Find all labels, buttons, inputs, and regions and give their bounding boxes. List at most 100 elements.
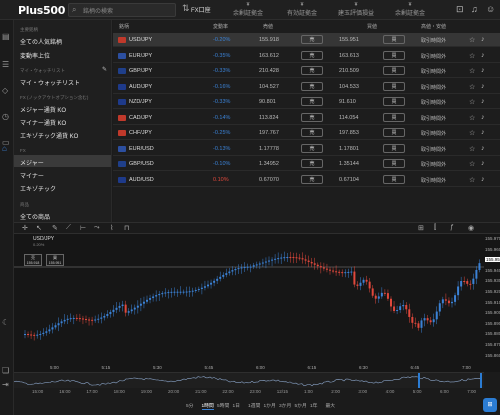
period-option[interactable]: 5時間 [217, 404, 230, 409]
period-option[interactable]: 1日 [232, 404, 240, 409]
buy-button[interactable]: 買 [383, 66, 405, 75]
crosshair-icon[interactable]: ✛ [22, 225, 28, 232]
layout-icon[interactable]: ⊞ [418, 225, 424, 232]
cursor-icon[interactable]: ↖ [36, 225, 42, 232]
bell-icon[interactable]: ♪ [481, 51, 485, 59]
star-icon[interactable]: ☆ [469, 161, 476, 168]
buy-button[interactable]: 買 [383, 35, 405, 44]
sidebar-item-all-popular[interactable]: 全ての人気銘柄 [20, 40, 63, 46]
sort-icon[interactable]: ⇅ [182, 3, 190, 13]
table-row[interactable]: AUD/JPY -0.16% 104.527 売 104.533 買 取引時間外 ☆ ♪ [113, 80, 500, 94]
buy-button[interactable]: 買 [383, 112, 405, 122]
clock-icon[interactable]: ◷ [2, 112, 9, 121]
price-chart[interactable] [14, 234, 484, 364]
bell-icon[interactable]: ♪ [481, 98, 485, 105]
buy-button[interactable]: 買 [383, 81, 405, 91]
chart-sell-box[interactable]: 売 155.918 [24, 254, 42, 266]
period-option[interactable]: 1時間 [201, 404, 214, 410]
star-icon[interactable]: ☆ [469, 145, 476, 153]
star-icon[interactable]: ☆ [469, 37, 476, 44]
logout-icon[interactable]: ⇥ [2, 380, 9, 389]
bell-icon[interactable]: ♪ [481, 36, 485, 43]
candles-icon[interactable]: ⫿ [434, 224, 437, 231]
table-row[interactable]: AUD/USD 0.10% 0.67070 売 0.67104 買 取引時間外 ☆ ♪ [113, 173, 500, 187]
pencil-icon[interactable]: ✎ [52, 225, 58, 232]
sell-button[interactable]: 売 [301, 128, 323, 137]
list-icon[interactable]: ☰ [2, 60, 10, 69]
buy-button[interactable]: 買 [383, 174, 405, 184]
star-icon[interactable]: ☆ [469, 176, 476, 184]
table-row[interactable]: USD/JPY -0.20% 155.918 売 155.951 買 取引時間外 ☆ ♪ [113, 33, 500, 47]
table-row[interactable]: GBP/USD -0.10% 1.34952 売 1.35144 買 取引時間外 ☆ ♪ [113, 157, 500, 171]
sell-button[interactable]: 売 [301, 66, 323, 75]
table-row[interactable]: EUR/JPY -0.35% 163.612 売 163.613 買 取引時間外 ☆ ♪ [113, 49, 500, 63]
chat-icon[interactable]: ⊞ [483, 398, 497, 412]
bell-icon[interactable]: ♪ [481, 67, 485, 74]
ruler-icon[interactable]: ⊢ [80, 225, 87, 232]
bell-icon[interactable]: ♫ [471, 4, 478, 14]
sidebar-item-top-movers[interactable]: 変動率上位 [20, 54, 51, 60]
tag-icon[interactable]: ◇ [2, 86, 9, 95]
trend-icon[interactable]: ⤳ [94, 224, 100, 231]
star-icon[interactable]: ☆ [469, 52, 476, 60]
table-row[interactable]: CAD/JPY -0.14% 113.824 売 114.054 買 取引時間外 ☆ ♪ [113, 111, 500, 125]
star-icon[interactable]: ☆ [469, 130, 476, 137]
buy-button[interactable]: 買 [383, 50, 405, 60]
bell-icon[interactable]: ♪ [481, 144, 485, 152]
text-tool-icon[interactable]: ⊓ [124, 225, 130, 232]
fib-icon[interactable]: ⌇ [110, 225, 114, 232]
markets-icon[interactable]: ⌂ [2, 144, 7, 153]
line-tool-icon[interactable]: ⟋ [66, 224, 71, 231]
sidebar-item-all-products[interactable]: 全ての商品 [20, 215, 51, 221]
sell-button[interactable]: 売 [301, 112, 323, 122]
search-input[interactable]: ⌕ 銘柄の検索 [68, 3, 176, 17]
period-option[interactable]: 5か月 [294, 404, 307, 409]
sell-button[interactable]: 売 [301, 159, 323, 168]
star-icon[interactable]: ☆ [469, 68, 476, 75]
table-row[interactable]: EUR/USD -0.13% 1.17778 売 1.17801 買 取引時間外 ☆ ♪ [113, 142, 500, 156]
account-selector[interactable]: FX口座 [191, 8, 211, 14]
buy-button[interactable]: 買 [383, 97, 405, 106]
gift-icon[interactable]: ⊡ [456, 4, 464, 14]
period-option[interactable]: 1年 [310, 404, 318, 409]
sell-button[interactable]: 売 [301, 143, 323, 153]
sidebar-item-exotic-ko[interactable]: エキゾチック通貨 KO [20, 134, 79, 140]
buy-button[interactable]: 買 [383, 143, 405, 153]
portfolio-icon[interactable]: ▭ [2, 138, 10, 147]
navigator-strip[interactable] [13, 372, 484, 389]
bell-icon[interactable]: ♪ [481, 129, 485, 136]
sidebar-item-minor[interactable]: マイナー [20, 174, 44, 180]
user-icon[interactable]: ☺ [486, 4, 496, 14]
sell-button[interactable]: 売 [301, 50, 323, 60]
period-option[interactable]: 5分 [186, 404, 194, 409]
bell-icon[interactable]: ♪ [481, 160, 485, 167]
table-row[interactable]: GBP/JPY -0.33% 210.428 売 210.509 買 取引時間外 ☆ ♪ [113, 64, 500, 78]
sell-button[interactable]: 売 [301, 81, 323, 91]
sell-button[interactable]: 売 [301, 174, 323, 184]
table-row[interactable]: NZD/JPY -0.33% 90.801 売 91.610 買 取引時間外 ☆ ♪ [113, 95, 500, 109]
star-icon[interactable]: ☆ [469, 99, 476, 106]
eye-icon[interactable]: ◉ [468, 225, 475, 232]
star-icon[interactable]: ☆ [469, 114, 476, 122]
moon-icon[interactable]: ☾ [2, 318, 10, 327]
period-option[interactable]: 3か月 [279, 404, 292, 409]
sell-button[interactable]: 売 [301, 97, 323, 106]
bell-icon[interactable]: ♪ [481, 175, 485, 183]
buy-button[interactable]: 買 [383, 159, 405, 168]
star-icon[interactable]: ☆ [469, 83, 476, 91]
period-option[interactable]: 最大 [325, 404, 336, 409]
buy-button[interactable]: 買 [383, 128, 405, 137]
bell-icon[interactable]: ♪ [481, 113, 485, 121]
indicator-icon[interactable]: ƒ [450, 224, 454, 231]
sidebar-item-watchlist[interactable]: マイ・ウォッチリスト [20, 81, 81, 87]
chart-icon[interactable]: ▤ [2, 32, 10, 41]
bell-icon[interactable]: ♪ [481, 82, 485, 90]
sidebar-item-minor-ko[interactable]: マイナー通貨 KO [20, 121, 67, 127]
table-row[interactable]: CHF/JPY -0.25% 197.767 売 197.853 買 取引時間外 ☆ ♪ [113, 126, 500, 140]
sidebar-item-major-ko[interactable]: メジャー通貨 KO [20, 108, 67, 114]
sidebar-item-exotic[interactable]: エキゾチック [20, 187, 57, 193]
chart-buy-box[interactable]: 買 155.951 [46, 254, 64, 266]
period-option[interactable]: 1か月 [263, 404, 276, 409]
sell-button[interactable]: 売 [301, 35, 323, 44]
period-option[interactable]: 1週間 [248, 404, 261, 409]
